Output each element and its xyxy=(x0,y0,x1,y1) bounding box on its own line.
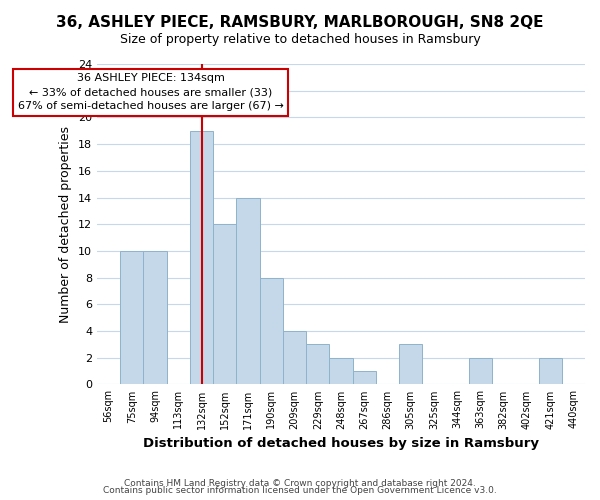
Bar xyxy=(120,251,143,384)
Text: Size of property relative to detached houses in Ramsbury: Size of property relative to detached ho… xyxy=(119,32,481,46)
Y-axis label: Number of detached properties: Number of detached properties xyxy=(59,126,73,322)
Text: 36 ASHLEY PIECE: 134sqm
← 33% of detached houses are smaller (33)
67% of semi-de: 36 ASHLEY PIECE: 134sqm ← 33% of detache… xyxy=(17,74,283,112)
Bar xyxy=(143,251,167,384)
Bar xyxy=(283,331,306,384)
Bar xyxy=(306,344,329,385)
Bar xyxy=(539,358,562,384)
Bar xyxy=(236,198,260,384)
Bar xyxy=(329,358,353,384)
Bar xyxy=(213,224,236,384)
Bar xyxy=(190,131,213,384)
Text: Contains public sector information licensed under the Open Government Licence v3: Contains public sector information licen… xyxy=(103,486,497,495)
Text: 36, ASHLEY PIECE, RAMSBURY, MARLBOROUGH, SN8 2QE: 36, ASHLEY PIECE, RAMSBURY, MARLBOROUGH,… xyxy=(56,15,544,30)
Bar xyxy=(353,371,376,384)
Text: Contains HM Land Registry data © Crown copyright and database right 2024.: Contains HM Land Registry data © Crown c… xyxy=(124,478,476,488)
Bar xyxy=(260,278,283,384)
X-axis label: Distribution of detached houses by size in Ramsbury: Distribution of detached houses by size … xyxy=(143,437,539,450)
Bar xyxy=(469,358,492,384)
Bar xyxy=(399,344,422,385)
